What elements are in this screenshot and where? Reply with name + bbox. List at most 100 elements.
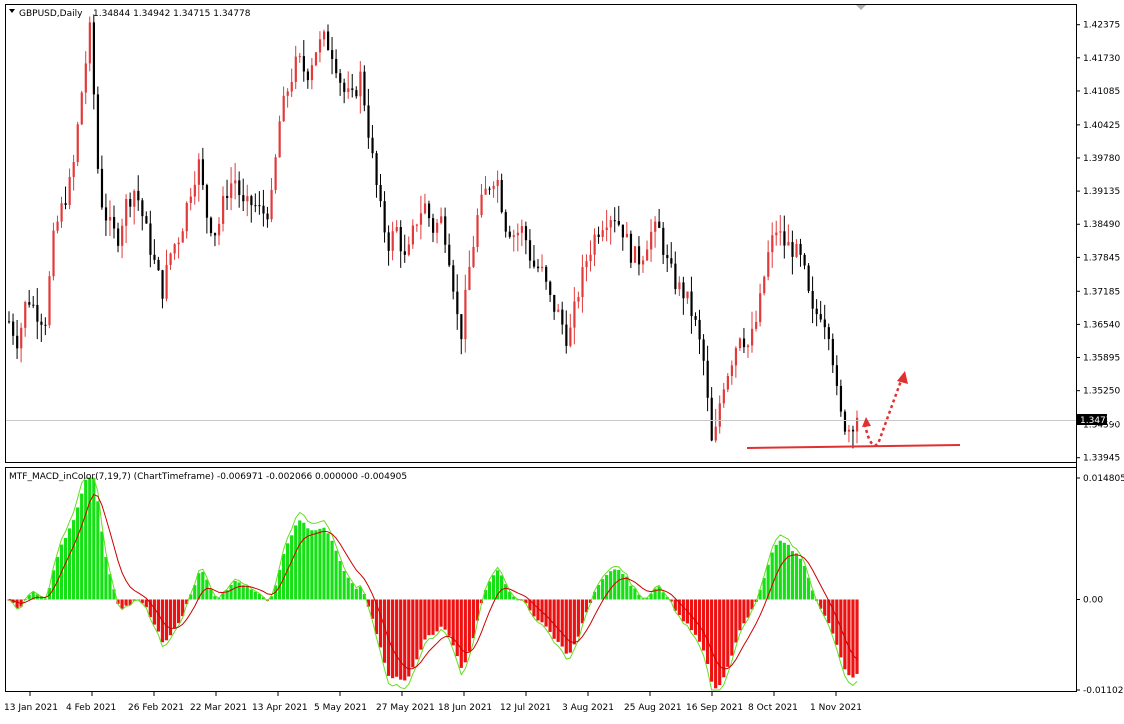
macd-bar (431, 599, 435, 635)
macd-bar (500, 575, 504, 600)
support-line[interactable] (746, 444, 961, 449)
price-label: 1.40425 (1083, 121, 1120, 131)
macd-signal-line (8, 493, 858, 670)
triangle-down-icon[interactable] (9, 9, 15, 13)
candle-body (609, 220, 612, 228)
candle-body (121, 225, 124, 246)
macd-bar (209, 588, 213, 600)
macd-bar (568, 599, 572, 653)
candle-body (492, 185, 495, 189)
candle-body (577, 297, 580, 302)
candle-body (500, 180, 503, 213)
candle-body (351, 88, 354, 91)
candle-body (423, 203, 427, 214)
candle-body (335, 58, 338, 74)
candle-body (258, 205, 261, 207)
macd-bar (31, 591, 35, 600)
candle-body (339, 73, 342, 83)
macd-bar (27, 594, 31, 600)
macd-bar (794, 553, 799, 600)
macd-bar (407, 599, 411, 677)
candle-body (856, 417, 859, 432)
candle-body (589, 254, 592, 262)
macd-bar (374, 599, 379, 635)
candle-body (763, 276, 766, 294)
candle-body (751, 328, 754, 346)
macd-bar (576, 599, 580, 637)
candle-body (282, 95, 285, 122)
candle-body (843, 411, 847, 432)
dotted-arrow-up[interactable] (863, 377, 904, 447)
macd-bar (544, 599, 548, 627)
macd-bar (92, 478, 96, 600)
candle-body (694, 316, 697, 320)
macd-bar (689, 599, 694, 631)
macd-bar (269, 596, 274, 600)
candle-body (541, 266, 544, 269)
macd-bar (802, 565, 807, 600)
macd-bar (443, 599, 447, 630)
price-label: 1.41085 (1083, 87, 1120, 97)
macd-title: MTF_MACD_inColor(7,19,7) (ChartTimeframe… (9, 472, 407, 482)
candle-body (193, 184, 196, 197)
candle-body (403, 251, 406, 255)
time-label: 8 Oct 2021 (748, 703, 798, 713)
macd-bar (221, 592, 225, 600)
candle-body (714, 426, 717, 441)
macd-bar (766, 564, 770, 600)
time-label: 13 Apr 2021 (252, 703, 308, 713)
candle-body (452, 265, 455, 292)
candle-body (775, 232, 778, 236)
candle-body (246, 196, 249, 202)
price-label: 1.34590 (1083, 421, 1120, 431)
candle-body (637, 246, 641, 265)
candle-body (597, 234, 600, 237)
candle-body (444, 216, 447, 245)
candle-body (601, 230, 604, 237)
candle-body (205, 185, 209, 218)
macd-bar (144, 599, 148, 608)
candle-body (185, 202, 188, 232)
macd-bar (164, 599, 169, 641)
time-label: 18 Jun 2021 (438, 703, 492, 713)
macd-bar (205, 579, 209, 600)
candle-body (419, 213, 423, 225)
candle-body (137, 190, 140, 201)
macd-bar (835, 599, 839, 645)
candle-body (528, 240, 532, 261)
candle-body (799, 243, 802, 255)
macd-bar (253, 591, 257, 600)
candle-body (298, 56, 301, 58)
candle-body (569, 327, 572, 346)
chart-shift-marker-icon[interactable] (856, 5, 866, 10)
candle-body (145, 216, 148, 224)
macd-bar (496, 570, 500, 600)
candle-body (222, 195, 225, 224)
candle-body (646, 249, 649, 261)
current-price-tag (1077, 414, 1107, 425)
candle-body (662, 227, 665, 255)
candle-body (92, 22, 95, 95)
macd-bar (172, 599, 177, 629)
candle-body (290, 81, 293, 92)
macd-bar (560, 599, 564, 647)
macd-bar (762, 578, 766, 600)
macd-bar (455, 599, 459, 657)
macd-bar (778, 540, 782, 600)
macd-bar (217, 598, 221, 600)
candle-body (322, 31, 326, 40)
macd-bar (734, 599, 738, 643)
candle-body (839, 385, 843, 412)
macd-bar (249, 589, 253, 600)
candle-body (472, 246, 475, 267)
candle-body (755, 322, 758, 329)
macd-bar (104, 556, 108, 600)
macd-bar (427, 599, 431, 636)
macd-bar (601, 579, 605, 600)
candle-body (347, 88, 350, 92)
macd-bar (229, 584, 233, 600)
macd-bar (447, 599, 451, 636)
macd-bar (310, 530, 314, 600)
macd-bar (11, 599, 15, 603)
